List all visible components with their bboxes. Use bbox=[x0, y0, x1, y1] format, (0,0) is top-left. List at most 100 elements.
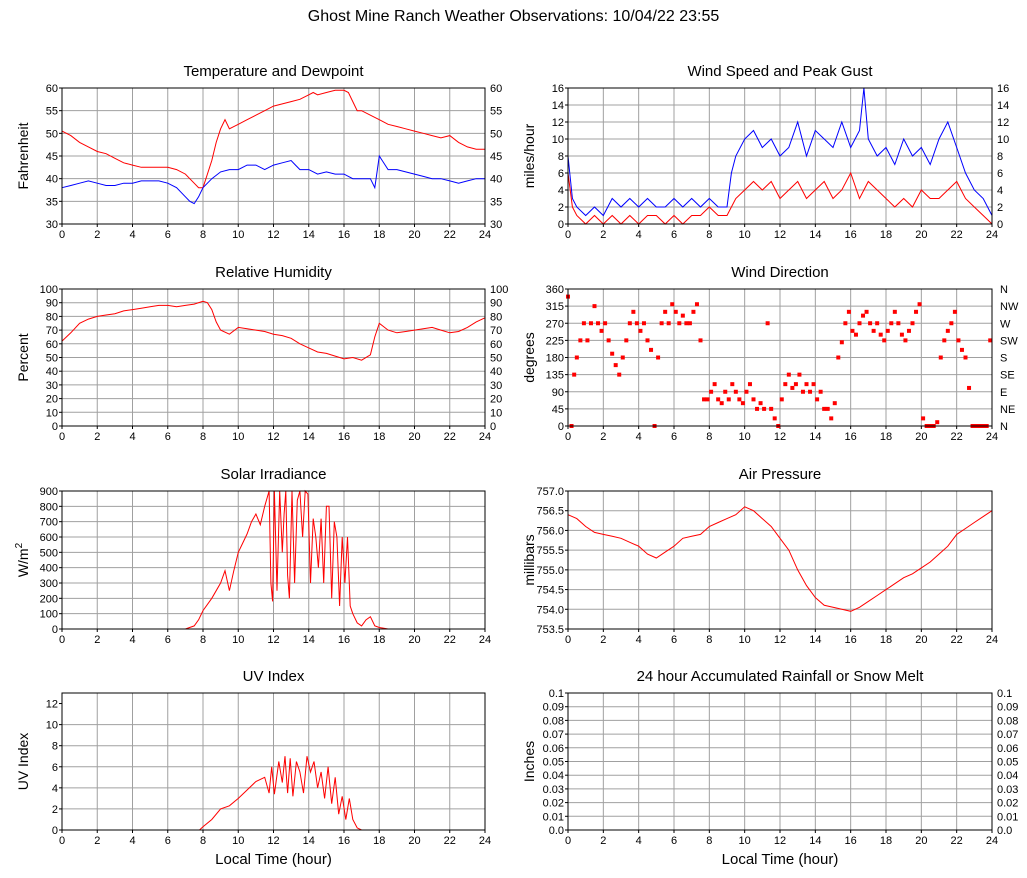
dir-point bbox=[599, 328, 604, 333]
dir-point bbox=[677, 321, 682, 326]
rain-plot-frame bbox=[567, 692, 993, 831]
solar-xtick-label: 14 bbox=[303, 634, 315, 646]
pressure-xtick-label: 4 bbox=[636, 634, 642, 646]
temp-xtick-label: 16 bbox=[338, 229, 350, 241]
temp-xtick-label: 12 bbox=[267, 229, 279, 241]
rh-xtick-label: 6 bbox=[165, 431, 171, 443]
uv-title: UV Index bbox=[243, 668, 305, 685]
rain-ytick-label: 0.03 bbox=[543, 784, 564, 796]
rh-ytick-label: 40 bbox=[46, 366, 58, 378]
dir-point bbox=[871, 328, 876, 333]
dir-point bbox=[935, 420, 940, 425]
dir-point bbox=[868, 321, 873, 326]
temp-ytick-label-right: 45 bbox=[490, 151, 502, 163]
rain-xtick-label: 8 bbox=[706, 835, 712, 847]
wind-ytick-label: 12 bbox=[552, 117, 564, 129]
dir-xtick-label: 16 bbox=[845, 431, 857, 443]
rh-ytick-label: 90 bbox=[46, 298, 58, 310]
solar-ytick-label: 500 bbox=[40, 547, 58, 559]
dir-point bbox=[712, 382, 717, 387]
rain-xtick-label: 16 bbox=[845, 835, 857, 847]
dir-point bbox=[829, 416, 834, 421]
rain-ytick-label-right: 0.09 bbox=[997, 702, 1018, 714]
pressure-xtick-label: 20 bbox=[915, 634, 927, 646]
dir-point bbox=[663, 309, 668, 314]
dir-point bbox=[917, 302, 922, 307]
rain-xtick-label: 22 bbox=[951, 835, 963, 847]
wind-series-blue-line bbox=[567, 87, 993, 217]
wind-ytick-label: 14 bbox=[552, 100, 564, 112]
wind-ytick-label: 6 bbox=[558, 168, 564, 180]
dir-point bbox=[910, 321, 915, 326]
wind-xtick-label: 8 bbox=[706, 229, 712, 241]
rain-xtick-label: 0 bbox=[565, 835, 571, 847]
temp-ytick-label-right: 60 bbox=[490, 83, 502, 95]
dir-point bbox=[649, 347, 654, 352]
rh-ylabel: Percent bbox=[15, 333, 31, 381]
temp-xtick-label: 6 bbox=[165, 229, 171, 241]
dir-xtick-label: 14 bbox=[809, 431, 821, 443]
dir-point bbox=[811, 382, 816, 387]
wind-ytick-label: 0 bbox=[558, 219, 564, 231]
dir-point bbox=[755, 406, 760, 411]
rh-xtick-label: 4 bbox=[129, 431, 135, 443]
rain-ytick-label-right: 0.05 bbox=[997, 757, 1018, 769]
wind-xtick-label: 10 bbox=[739, 229, 751, 241]
rh-ytick-label-right: 50 bbox=[490, 353, 502, 365]
rain-ytick-label: 0.01 bbox=[543, 811, 564, 823]
dir-point bbox=[670, 302, 675, 307]
dir-point bbox=[836, 355, 841, 360]
dir-point bbox=[786, 372, 791, 377]
dir-point bbox=[709, 389, 714, 394]
uv-ytick-label: 0 bbox=[52, 825, 58, 837]
dir-ytick-label: 0 bbox=[558, 421, 564, 433]
pressure-xtick-label: 0 bbox=[565, 634, 571, 646]
wind-ytick-label-right: 16 bbox=[997, 83, 1009, 95]
uv-xtick-label: 0 bbox=[59, 835, 65, 847]
dir-ytick-label: 315 bbox=[546, 301, 564, 313]
dir-point bbox=[797, 372, 802, 377]
dir-point bbox=[751, 397, 756, 402]
wind-ytick-label-right: 2 bbox=[997, 202, 1003, 214]
dir-point bbox=[624, 338, 629, 343]
temp-xtick-label: 10 bbox=[232, 229, 244, 241]
pressure-xtick-label: 18 bbox=[880, 634, 892, 646]
solar-title: Solar Irradiance bbox=[221, 466, 327, 483]
rh-xtick-label: 8 bbox=[200, 431, 206, 443]
dir-point bbox=[687, 321, 692, 326]
page-title: Ghost Mine Ranch Weather Observations: 1… bbox=[307, 8, 720, 25]
dir-point bbox=[808, 389, 813, 394]
pressure-xtick-label: 2 bbox=[600, 634, 606, 646]
dir-ytick-label: 90 bbox=[552, 387, 564, 399]
wind-xtick-label: 6 bbox=[671, 229, 677, 241]
uv-xtick-label: 18 bbox=[373, 835, 385, 847]
rh-ytick-label-right: 30 bbox=[490, 380, 502, 392]
wind-ytick-label-right: 14 bbox=[997, 100, 1009, 112]
rain-ytick-label: 0.04 bbox=[543, 770, 564, 782]
dir-point bbox=[896, 321, 901, 326]
solar-xtick-label: 18 bbox=[373, 634, 385, 646]
dir-point bbox=[684, 321, 689, 326]
solar-ytick-label: 700 bbox=[40, 517, 58, 529]
temp-xtick-label: 18 bbox=[373, 229, 385, 241]
uv-xtick-label: 14 bbox=[303, 835, 315, 847]
rain-ytick-label: 0.1 bbox=[549, 688, 564, 700]
wind-ytick-label-right: 10 bbox=[997, 134, 1009, 146]
temp-ytick-label-right: 40 bbox=[490, 174, 502, 186]
solar-ylabel-base: W/m bbox=[15, 548, 31, 577]
dir-point bbox=[758, 401, 763, 406]
dir-point bbox=[631, 309, 636, 314]
dir-point bbox=[790, 385, 795, 390]
pressure-series-red-line bbox=[567, 506, 993, 612]
wind-ytick-label-right: 0 bbox=[997, 219, 1003, 231]
dir-xtick-label: 4 bbox=[636, 431, 642, 443]
dir-point bbox=[906, 328, 911, 333]
solar-ytick-label: 0 bbox=[52, 624, 58, 636]
wind-xtick-label: 24 bbox=[986, 229, 998, 241]
dir-point bbox=[769, 406, 774, 411]
solar-ylabel-sup: 2 bbox=[14, 542, 25, 548]
solar-xtick-label: 16 bbox=[338, 634, 350, 646]
dir-point bbox=[804, 382, 809, 387]
